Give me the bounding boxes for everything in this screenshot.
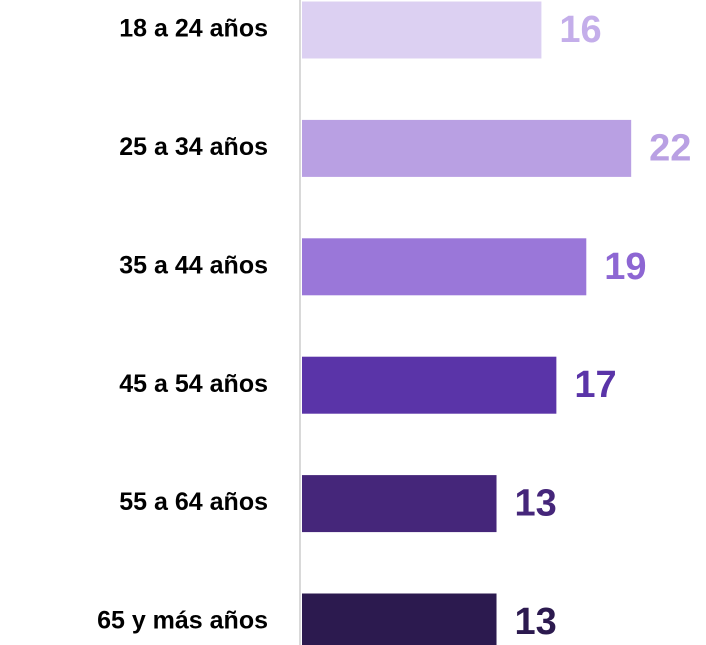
value-label: 19 bbox=[604, 246, 646, 288]
bar bbox=[302, 593, 497, 645]
category-label: 45 a 54 años bbox=[119, 370, 268, 398]
value-label: 13 bbox=[515, 601, 557, 643]
bar bbox=[302, 238, 587, 296]
bar bbox=[302, 119, 632, 177]
bar bbox=[302, 475, 497, 533]
category-label: 25 a 34 años bbox=[119, 133, 268, 161]
value-label: 17 bbox=[574, 364, 616, 406]
category-label: 35 a 44 años bbox=[119, 251, 268, 279]
category-label: 18 a 24 años bbox=[119, 15, 268, 43]
value-label: 13 bbox=[515, 483, 557, 525]
value-label: 22 bbox=[649, 127, 691, 169]
bar bbox=[302, 356, 557, 414]
bar bbox=[302, 1, 542, 59]
category-label: 65 y más años bbox=[97, 607, 268, 635]
value-label: 16 bbox=[559, 9, 601, 51]
category-label: 55 a 64 años bbox=[119, 488, 268, 516]
